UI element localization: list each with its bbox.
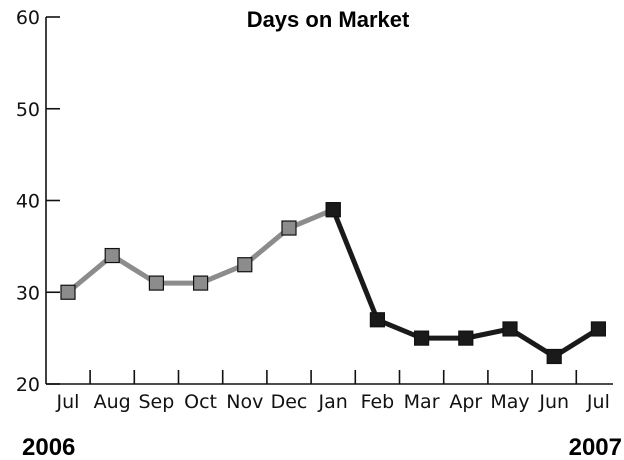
data-point-marker — [148, 275, 164, 291]
x-tick-label: Feb — [361, 391, 395, 413]
data-point-marker — [369, 312, 385, 328]
series-layer — [60, 202, 607, 365]
y-tick-label: 40 — [16, 191, 40, 213]
x-tick-label: Apr — [449, 391, 482, 413]
data-point-marker — [60, 284, 76, 300]
data-point-marker — [458, 330, 474, 346]
x-tick-label: Jun — [538, 391, 569, 413]
data-point-marker — [281, 220, 297, 236]
y-tick-label: 60 — [16, 7, 40, 29]
data-point-marker — [325, 202, 341, 218]
y-tick-label: 30 — [16, 282, 40, 304]
x-tick-label: May — [490, 391, 529, 413]
x-tick-label: Dec — [271, 391, 308, 413]
y-tick-label: 50 — [16, 99, 40, 121]
x-tick-label: Oct — [184, 391, 217, 413]
year-label-end: 2007 — [569, 434, 622, 460]
x-tick-label: Sep — [138, 391, 174, 413]
chart-title: Days on Market — [247, 7, 410, 32]
x-tick-label: Nov — [226, 391, 263, 413]
x-tick-label: Aug — [94, 391, 131, 413]
year-label-start: 2006 — [22, 434, 75, 460]
y-axis-ticks: 20 30 40 50 60 — [16, 7, 60, 396]
data-point-marker — [193, 275, 209, 291]
data-point-marker — [104, 247, 120, 264]
data-point-marker — [237, 257, 253, 273]
x-axis-ticks: Jul Aug Sep Oct Nov Dec Jan Feb Mar Apr May Jun Jul — [56, 370, 610, 413]
x-tick-label: Jul — [56, 391, 80, 413]
x-tick-label: Mar — [404, 391, 440, 413]
x-tick-label: Jul — [586, 391, 610, 413]
data-point-marker — [546, 348, 562, 365]
data-point-marker — [414, 330, 430, 346]
data-point-marker — [590, 321, 607, 337]
data-point-marker — [502, 321, 518, 337]
axes — [45, 17, 613, 385]
x-tick-label: Jan — [318, 391, 348, 413]
y-tick-label: 20 — [16, 374, 40, 396]
